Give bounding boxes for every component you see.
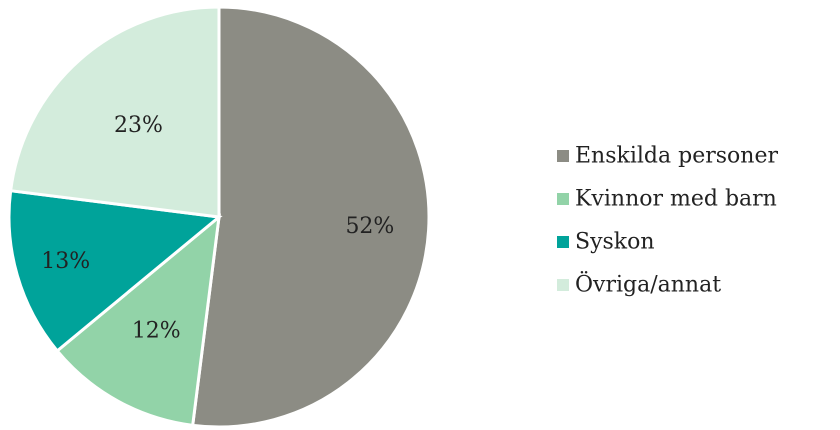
data-label-4: 23% (114, 113, 163, 138)
data-label-3: 13% (41, 249, 90, 274)
legend-label-4: Övriga/annat (575, 271, 721, 298)
pie-data-labels: 52% 12% 13% 23% (41, 113, 394, 343)
legend-label-3: Syskon (575, 230, 655, 255)
pie-slice-1 (191, 5, 431, 429)
pie-slices (7, 5, 431, 429)
pie-slice-3 (7, 189, 223, 353)
legend-swatch-4 (557, 279, 569, 291)
pie-slice-4 (8, 5, 221, 219)
legend-swatch-1 (557, 150, 569, 162)
legend-label-2: Kvinnor med barn (575, 187, 777, 212)
legend-label-1: Enskilda personer (575, 144, 778, 169)
data-label-2: 12% (132, 319, 181, 344)
legend: Enskilda personer Kvinnor med barn Syskon Ö… (557, 144, 778, 298)
legend-swatch-3 (557, 236, 569, 248)
data-label-1: 52% (345, 214, 394, 239)
legend-swatch-2 (557, 193, 569, 205)
pie-slice-2 (55, 213, 221, 428)
